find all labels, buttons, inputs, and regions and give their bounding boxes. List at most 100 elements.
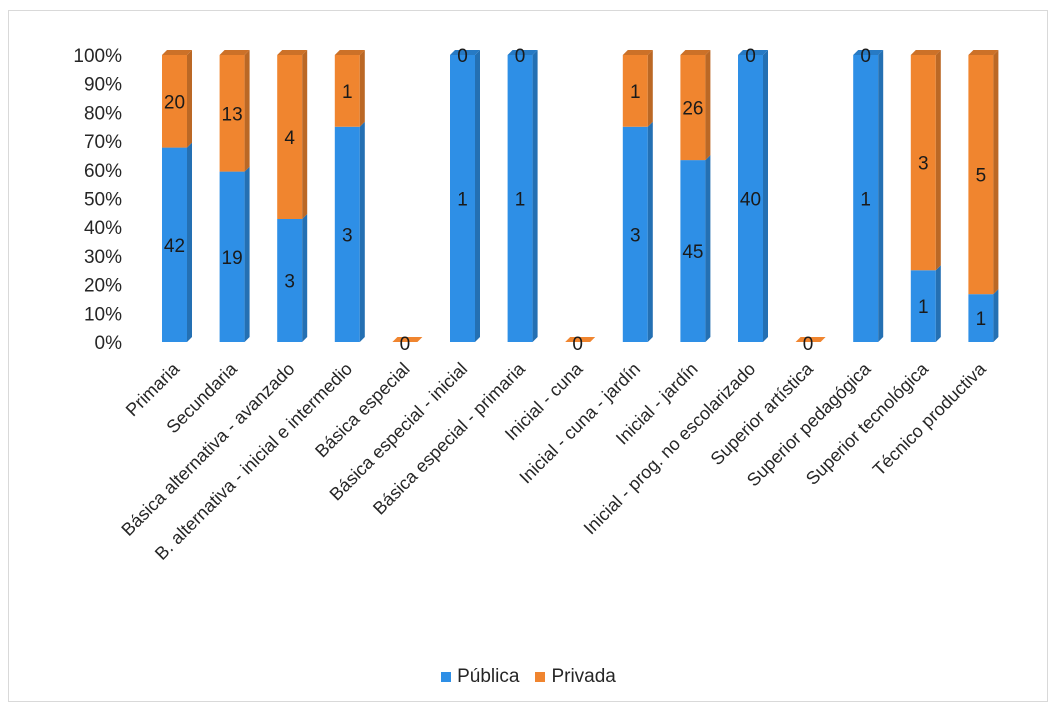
bar-top-inicial-prog-no-escolarizado bbox=[738, 50, 768, 55]
y-tick-label: 80% bbox=[84, 103, 122, 124]
bar-side-publica-superior-tecnologica bbox=[935, 265, 941, 342]
data-label: 20 bbox=[164, 92, 185, 113]
data-label: 0 bbox=[457, 46, 468, 67]
data-label: 5 bbox=[976, 166, 987, 187]
bar-segment-privada-basica-alternativa-avanzado bbox=[277, 55, 303, 219]
bar-segment-publica-inicial-prog-no-escolarizado bbox=[738, 55, 763, 342]
data-label: 4 bbox=[284, 128, 295, 149]
data-label: 1 bbox=[457, 190, 468, 211]
bar-top-secundaria bbox=[219, 50, 250, 55]
data-label: 1 bbox=[515, 190, 526, 211]
bar-top-superior-tecnologica bbox=[910, 50, 941, 55]
data-label: 0 bbox=[572, 334, 583, 355]
data-label: 45 bbox=[682, 242, 703, 263]
bar-top-inicial-cuna-jardin bbox=[622, 50, 653, 55]
y-tick-label: 50% bbox=[84, 190, 122, 211]
bar-side-publica-basica-especial-inicial bbox=[475, 50, 480, 342]
x-category-label: Superior artística bbox=[707, 358, 818, 469]
bar-zero-basica-especial bbox=[392, 337, 423, 342]
data-label: 0 bbox=[803, 334, 814, 355]
bar-side-privada-tecnico-productiva bbox=[993, 50, 999, 295]
bar-top-b-alternativa-inicial-e-intermedio bbox=[334, 50, 365, 55]
bar-side-privada-superior-tecnologica bbox=[935, 50, 941, 271]
legend-swatch-privada bbox=[535, 672, 546, 682]
data-label: 0 bbox=[745, 46, 756, 67]
bar-segment-publica-inicial-cuna-jardin bbox=[622, 126, 648, 342]
data-label: 3 bbox=[918, 154, 929, 175]
x-category-label: Técnico productiva bbox=[869, 358, 991, 480]
bar-segment-privada-primaria bbox=[162, 55, 187, 148]
data-label: 1 bbox=[918, 297, 929, 318]
data-label: 19 bbox=[222, 248, 243, 269]
bar-side-privada-basica-alternativa-avanzado bbox=[302, 50, 308, 219]
y-tick-label: 100% bbox=[73, 46, 122, 67]
data-label: 0 bbox=[860, 46, 871, 67]
bar-side-publica-inicial-prog-no-escolarizado bbox=[763, 50, 768, 342]
bar-segment-privada-superior-tecnologica bbox=[910, 55, 936, 271]
bar-side-privada-inicial-jardin bbox=[705, 50, 711, 161]
data-label: 13 bbox=[222, 104, 243, 125]
bar-segment-publica-secundaria bbox=[219, 171, 245, 342]
bar-segment-publica-b-alternativa-inicial-e-intermedio bbox=[334, 126, 360, 342]
y-tick-label: 90% bbox=[84, 75, 122, 96]
bar-top-primaria bbox=[162, 50, 192, 55]
bar-side-publica-superior-pedagogica bbox=[878, 50, 884, 342]
bar-segment-publica-basica-especial-inicial bbox=[450, 55, 475, 342]
data-label: 0 bbox=[515, 46, 526, 67]
bar-side-privada-b-alternativa-inicial-e-intermedio bbox=[359, 50, 365, 127]
y-tick-label: 10% bbox=[84, 304, 122, 325]
bar-side-privada-inicial-cuna-jardin bbox=[647, 50, 653, 127]
data-label: 3 bbox=[342, 225, 353, 246]
bar-side-publica-tecnico-productiva bbox=[993, 289, 999, 342]
data-label: 3 bbox=[630, 225, 641, 246]
y-tick-label: 0% bbox=[95, 333, 123, 354]
bar-segment-privada-inicial-jardin bbox=[680, 55, 706, 161]
bar-side-publica-primaria bbox=[187, 142, 192, 342]
data-label: 0 bbox=[400, 334, 411, 355]
legend-label-publica: Pública bbox=[457, 666, 520, 687]
data-label: 40 bbox=[740, 190, 761, 211]
bar-side-publica-b-alternativa-inicial-e-intermedio bbox=[359, 121, 365, 342]
legend-item-publica: Pública bbox=[441, 666, 519, 688]
bar-segment-publica-tecnico-productiva bbox=[968, 294, 994, 342]
y-tick-label: 40% bbox=[84, 218, 122, 239]
bar-segment-privada-b-alternativa-inicial-e-intermedio bbox=[334, 55, 360, 127]
bar-side-privada-primaria bbox=[187, 50, 192, 148]
y-tick-label: 30% bbox=[84, 247, 122, 268]
bar-top-basica-especial-primaria bbox=[507, 50, 538, 55]
bar-side-privada-secundaria bbox=[244, 50, 250, 172]
bar-segment-publica-basica-alternativa-avanzado bbox=[277, 219, 303, 342]
bar-zero-inicial-cuna bbox=[565, 337, 596, 342]
y-tick-label: 70% bbox=[84, 132, 122, 153]
bar-side-publica-basica-especial-primaria bbox=[532, 50, 538, 342]
bar-segment-publica-basica-especial-primaria bbox=[507, 55, 533, 342]
data-label: 1 bbox=[342, 82, 353, 103]
bar-segment-privada-secundaria bbox=[219, 55, 245, 172]
data-label: 1 bbox=[976, 309, 987, 330]
bar-segment-publica-superior-pedagogica bbox=[853, 55, 879, 342]
y-tick-label: 60% bbox=[84, 161, 122, 182]
bar-top-tecnico-productiva bbox=[968, 50, 999, 55]
data-label: 26 bbox=[682, 99, 703, 120]
bar-zero-superior-artistica bbox=[795, 337, 826, 342]
bar-segment-privada-inicial-cuna-jardin bbox=[622, 55, 648, 127]
legend-swatch-publica bbox=[441, 672, 452, 682]
bar-side-publica-secundaria bbox=[244, 166, 250, 342]
bar-top-basica-especial-inicial bbox=[450, 50, 480, 55]
legend-item-privada: Privada bbox=[535, 666, 616, 688]
data-label: 1 bbox=[630, 82, 641, 103]
bar-segment-publica-superior-tecnologica bbox=[910, 270, 936, 342]
bar-top-inicial-jardin bbox=[680, 50, 711, 55]
bar-segment-privada-tecnico-productiva bbox=[968, 55, 994, 295]
bar-segment-publica-primaria bbox=[162, 147, 187, 342]
chart-legend: Pública Privada bbox=[0, 666, 1057, 688]
data-label: 42 bbox=[164, 236, 185, 257]
bar-segment-publica-inicial-jardin bbox=[680, 160, 706, 342]
bar-side-publica-basica-alternativa-avanzado bbox=[302, 214, 308, 342]
y-tick-label: 20% bbox=[84, 276, 122, 297]
bar-top-basica-alternativa-avanzado bbox=[277, 50, 308, 55]
bar-side-publica-inicial-jardin bbox=[705, 155, 711, 342]
bar-top-superior-pedagogica bbox=[853, 50, 884, 55]
data-label: 1 bbox=[860, 190, 871, 211]
